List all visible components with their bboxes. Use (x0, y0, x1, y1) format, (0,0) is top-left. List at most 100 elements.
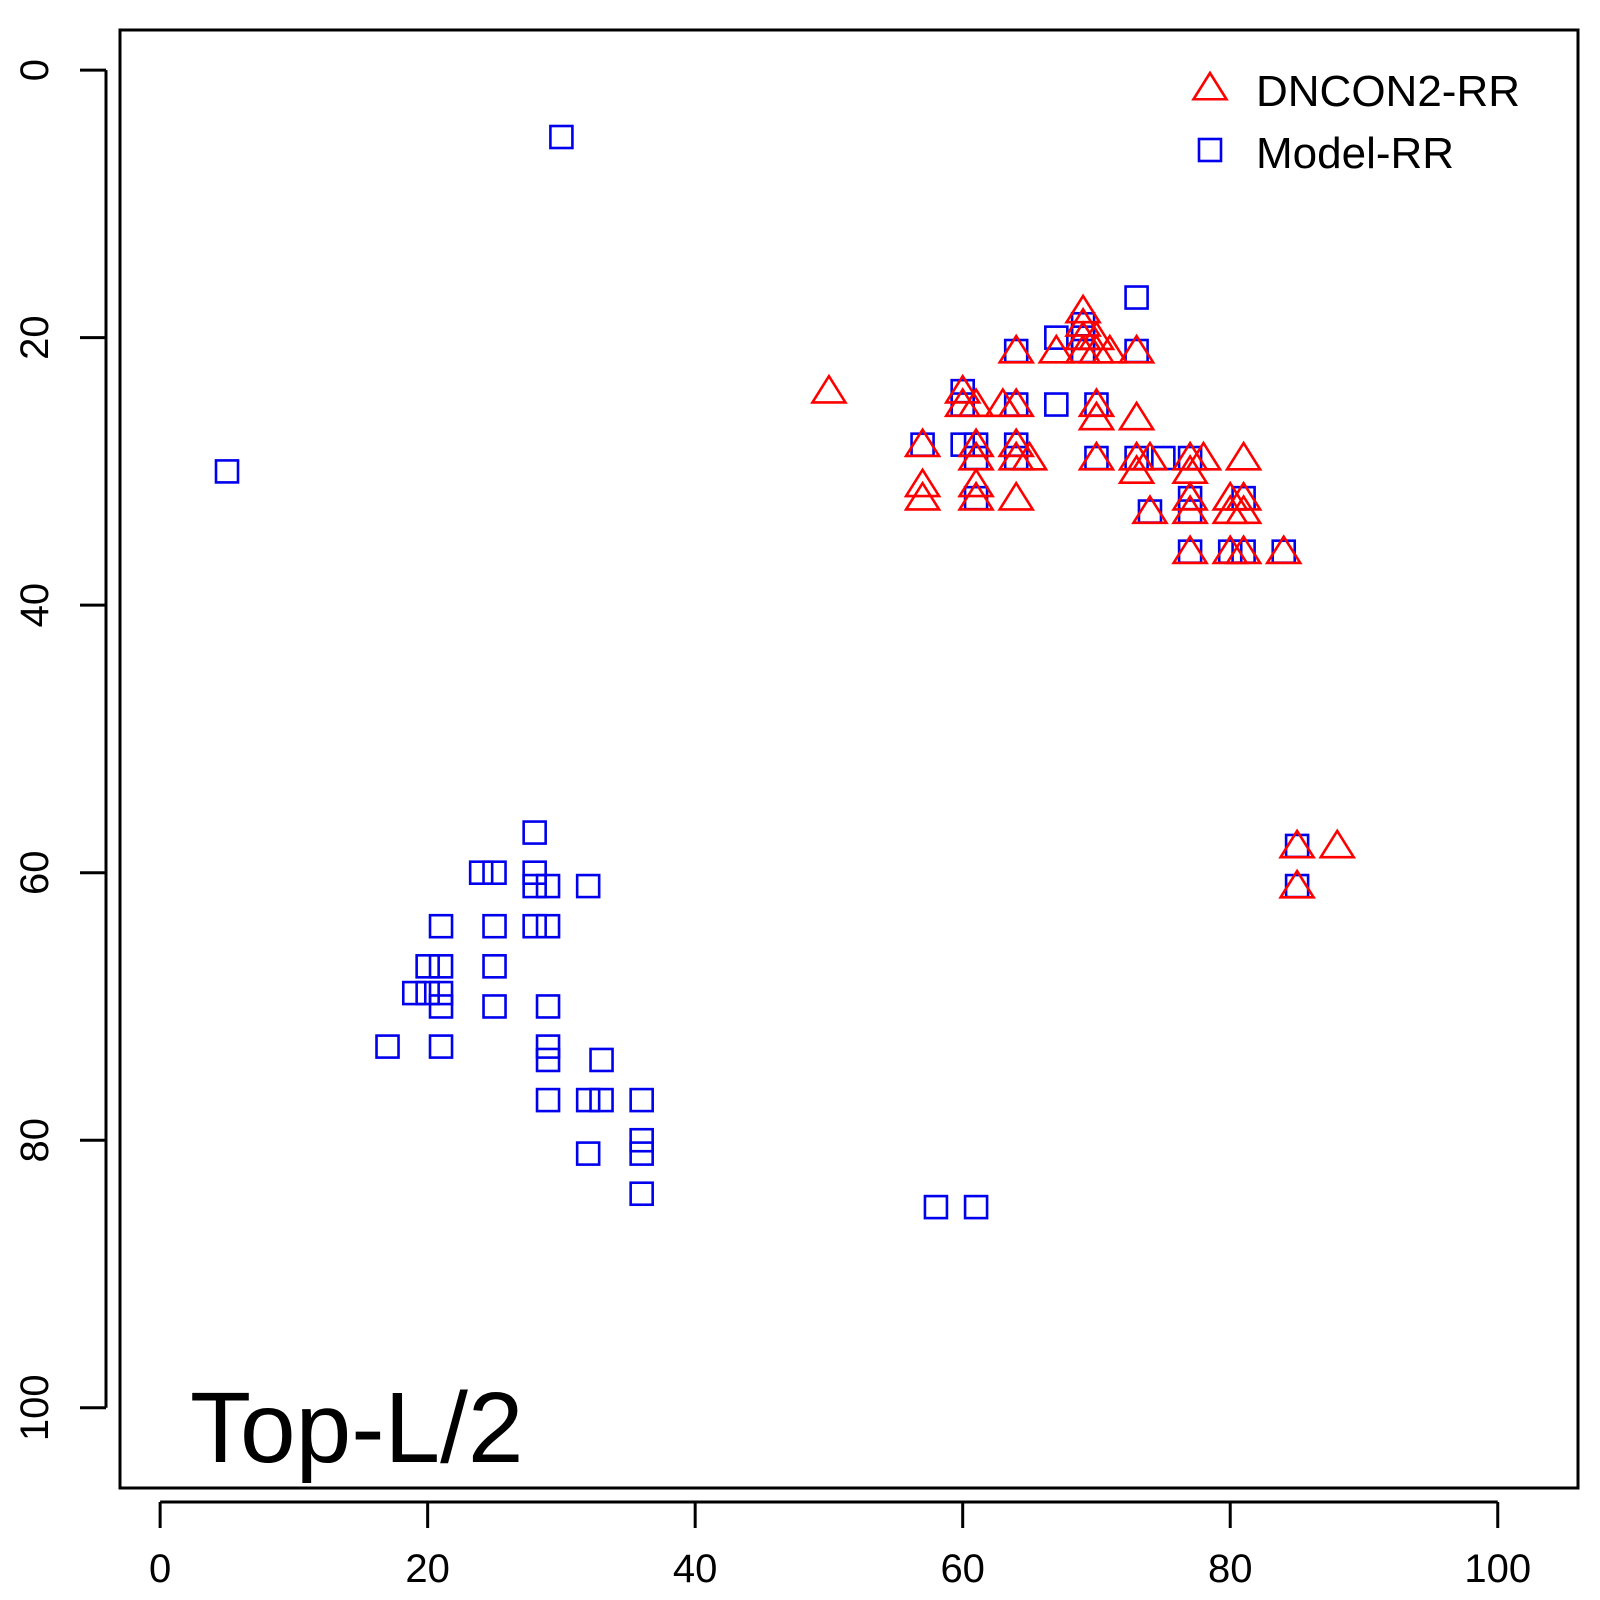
legend-marker-square (1197, 137, 1223, 163)
triangle-point (1318, 828, 1357, 859)
square-point (589, 1087, 614, 1113)
triangle-point (1077, 400, 1116, 431)
square-point (589, 1047, 614, 1073)
triangle-point (997, 333, 1036, 364)
y-tick-label: 100 (13, 1374, 57, 1441)
square-point (428, 1034, 454, 1059)
square-point (535, 994, 561, 1019)
triangle-point (1077, 440, 1116, 471)
series-dncon2-rr (810, 293, 1357, 899)
square-point (535, 913, 561, 939)
x-tick-label: 20 (405, 1547, 450, 1591)
square-point (522, 820, 547, 845)
x-tick-label: 40 (673, 1547, 718, 1591)
square-point (629, 1141, 654, 1166)
x-tick-label: 100 (1464, 1547, 1531, 1591)
triangle-point (1117, 400, 1156, 431)
x-tick-label: 80 (1208, 1547, 1253, 1591)
triangle-point (997, 427, 1036, 458)
triangle-point (1090, 333, 1129, 364)
square-point (522, 860, 547, 885)
y-axis: 0 20 40 60 80 100 (13, 59, 108, 1441)
square-point (468, 860, 494, 885)
y-tick-label: 20 (13, 315, 57, 360)
triangle-point (903, 480, 942, 511)
square-point (415, 954, 440, 979)
square-point (522, 913, 547, 939)
triangle-point (1010, 440, 1049, 471)
square-point (535, 1034, 561, 1059)
square-point (575, 873, 601, 899)
triangle-point (1171, 494, 1209, 525)
triangle-point (1037, 333, 1076, 364)
square-point (482, 994, 507, 1019)
square-point (629, 1087, 654, 1113)
triangle-point (957, 467, 995, 498)
triangle-point (1077, 320, 1116, 351)
square-point (575, 1141, 601, 1166)
square-point (428, 954, 454, 979)
legend-marker-triangle (1191, 70, 1229, 101)
x-tick-label: 0 (149, 1547, 171, 1591)
square-point (522, 873, 547, 899)
square-point (428, 994, 454, 1019)
square-point (428, 913, 454, 939)
y-tick-label: 80 (13, 1118, 57, 1163)
legend: DNCON2-RR Model-RR (1191, 67, 1520, 178)
square-point (1044, 325, 1069, 350)
triangle-point (810, 373, 848, 404)
square-point (923, 1194, 949, 1220)
triangle-point (1224, 534, 1263, 565)
square-point (575, 1087, 601, 1113)
square-point (482, 913, 507, 939)
triangle-point (903, 427, 942, 458)
square-point (629, 1181, 654, 1207)
square-point (482, 860, 507, 885)
triangle-point (957, 480, 995, 511)
y-tick-label: 40 (13, 583, 57, 628)
triangle-point (997, 387, 1036, 418)
square-point (535, 1087, 561, 1113)
square-point (629, 1127, 654, 1153)
triangle-point (1278, 868, 1316, 899)
triangle-point (1117, 333, 1156, 364)
triangle-point (1077, 387, 1116, 418)
triangle-point (1224, 440, 1263, 471)
triangle-point (1171, 480, 1209, 511)
legend-label: Model-RR (1256, 129, 1454, 178)
square-point (549, 124, 574, 150)
square-point (963, 1194, 989, 1220)
triangle-point (957, 427, 995, 458)
triangle-point (1278, 828, 1316, 859)
triangle-point (997, 480, 1036, 511)
triangle-point (1131, 494, 1169, 525)
legend-label: DNCON2-RR (1256, 67, 1520, 116)
triangle-point (903, 467, 942, 498)
plot-frame (118, 28, 1580, 1490)
panel-label: Top-L/2 (190, 1372, 524, 1484)
square-point (375, 1034, 400, 1059)
x-axis: 0 20 40 60 80 100 (149, 1500, 1531, 1591)
square-point (428, 980, 454, 1006)
triangle-point (1131, 440, 1169, 471)
triangle-point (1184, 440, 1223, 471)
triangle-point (1224, 480, 1263, 511)
triangle-point (1171, 534, 1209, 565)
y-tick-label: 60 (13, 850, 57, 895)
square-point (535, 1047, 561, 1073)
triangle-point (943, 373, 982, 404)
square-point (482, 954, 507, 979)
data-points (214, 124, 1357, 1220)
square-point (535, 873, 561, 899)
x-tick-label: 60 (940, 1547, 985, 1591)
triangle-point (1224, 494, 1263, 525)
square-point (1044, 392, 1069, 417)
square-point (214, 459, 240, 484)
square-point (415, 980, 440, 1006)
y-tick-label: 0 (13, 59, 57, 81)
triangle-point (1264, 534, 1303, 565)
square-point (401, 980, 427, 1006)
triangle-point (957, 387, 995, 418)
